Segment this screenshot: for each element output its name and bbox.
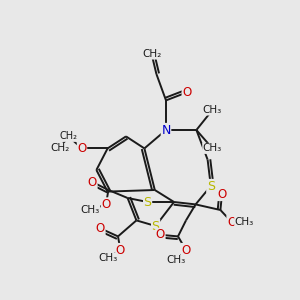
Text: O: O (156, 228, 165, 241)
Text: CH₂: CH₂ (50, 143, 69, 153)
Text: O: O (116, 244, 125, 256)
Text: S: S (144, 196, 152, 208)
Text: CH₃: CH₃ (98, 253, 117, 263)
Text: CH₃: CH₃ (167, 255, 186, 266)
Text: O: O (182, 244, 190, 256)
Text: S: S (152, 220, 160, 232)
Text: CH₃: CH₃ (203, 105, 222, 115)
Text: O: O (77, 142, 87, 155)
Text: O: O (182, 86, 191, 99)
Text: CH₃: CH₃ (203, 143, 222, 153)
Text: O: O (218, 188, 226, 200)
Text: CH₃: CH₃ (80, 205, 100, 215)
Text: O: O (88, 176, 97, 188)
Text: O: O (96, 222, 105, 235)
Text: O: O (227, 215, 236, 229)
Text: CH₂: CH₂ (59, 131, 77, 141)
Text: CH₃: CH₃ (235, 217, 254, 227)
Text: O: O (101, 198, 111, 211)
Text: S: S (207, 179, 215, 193)
Text: N: N (161, 124, 171, 136)
Text: CH₂: CH₂ (142, 49, 161, 59)
